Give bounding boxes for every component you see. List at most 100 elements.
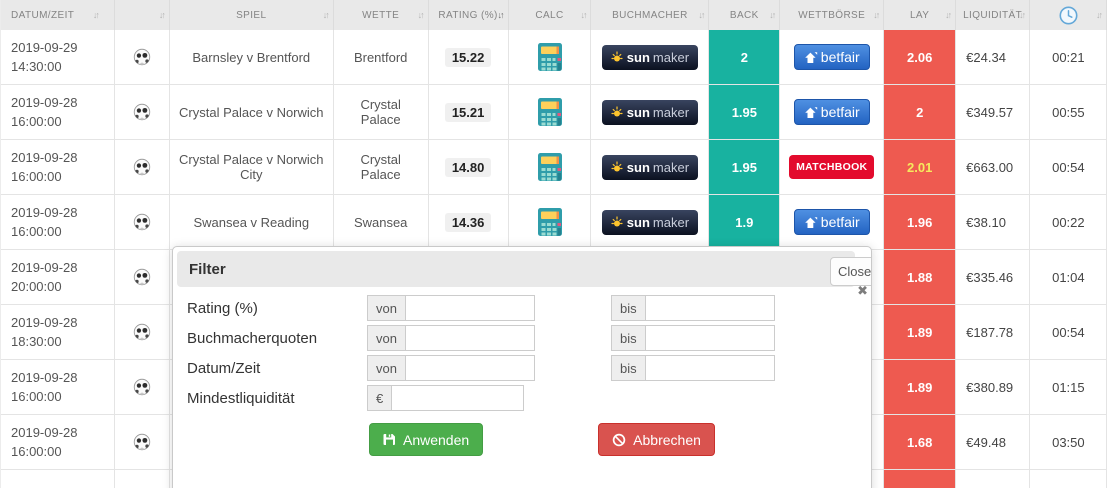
back-odds[interactable]: 1.9 bbox=[709, 195, 780, 249]
rating-von-group: von bbox=[367, 295, 535, 321]
sort-icon[interactable]: ↓↑ bbox=[497, 10, 505, 20]
lay-odds[interactable]: 1.96 bbox=[884, 195, 956, 249]
countdown-value: 00:54 bbox=[1052, 159, 1085, 175]
datetime-bis-input[interactable] bbox=[644, 355, 775, 381]
back-odds[interactable]: 1.95 bbox=[709, 85, 780, 139]
sort-icon[interactable]: ↓↑ bbox=[158, 10, 166, 20]
header-row: DATUM/ZEIT ↓↑ ↓↑ SPIEL ↓↑ WETTE ↓↑ RATIN… bbox=[1, 0, 1107, 30]
lay-odds[interactable]: 1.89 bbox=[884, 360, 956, 414]
event-date: 2019-09-28 bbox=[11, 204, 78, 220]
sort-icon[interactable]: ↓↑ bbox=[580, 10, 587, 20]
datetime-filter-label: Datum/Zeit bbox=[187, 359, 261, 377]
event-date: 2019-09-28 bbox=[11, 314, 78, 330]
cell-spiel: Swansea v Reading bbox=[170, 195, 334, 249]
sort-icon[interactable]: ↓↑ bbox=[769, 10, 776, 20]
back-odds[interactable]: 2 bbox=[709, 30, 780, 84]
lay-odds[interactable]: 1.89 bbox=[884, 305, 956, 359]
column-header[interactable]: LAY ↓↑ bbox=[884, 0, 957, 30]
back-odds[interactable]: 1.95 bbox=[709, 140, 780, 194]
calc-icon[interactable] bbox=[537, 207, 563, 237]
bookmaker-logo[interactable]: sun maker bbox=[601, 209, 699, 235]
filter-modal-header[interactable]: Filter bbox=[177, 251, 855, 287]
bookmaker-logo[interactable]: sun maker bbox=[601, 154, 699, 180]
odds-von-input[interactable] bbox=[404, 325, 535, 351]
sort-icon[interactable]: ↓↑ bbox=[92, 10, 100, 20]
column-header[interactable]: BACK ↓↑ bbox=[709, 0, 781, 30]
rating-bis-input[interactable] bbox=[644, 295, 775, 321]
column-label: CALC bbox=[535, 9, 564, 21]
sort-icon[interactable]: ↓↑ bbox=[322, 10, 330, 20]
bet-selection: Brentford bbox=[353, 49, 408, 65]
column-header[interactable]: SPIEL ↓↑ bbox=[170, 0, 334, 30]
exchange-logo[interactable]: betfair bbox=[793, 99, 870, 125]
close-button[interactable]: Close bbox=[830, 257, 871, 286]
lay-odds[interactable] bbox=[884, 470, 956, 488]
column-header[interactable]: ↓↑ bbox=[1030, 0, 1107, 30]
rating-value: 15.21 bbox=[444, 102, 492, 122]
bookmaker-logo[interactable]: sun maker bbox=[601, 99, 699, 125]
sort-icon[interactable]: ↓↑ bbox=[873, 10, 880, 20]
exchange-logo[interactable]: betfair bbox=[793, 209, 870, 235]
column-header[interactable]: LIQUIDITÄT ↓↑ bbox=[956, 0, 1031, 30]
football-icon bbox=[133, 213, 151, 231]
close-x-icon[interactable]: ✖ bbox=[857, 283, 868, 298]
sort-icon[interactable]: ↓↑ bbox=[1019, 10, 1026, 20]
lay-odds[interactable]: 1.68 bbox=[884, 415, 956, 469]
cancel-button[interactable]: Abbrechen bbox=[598, 423, 715, 456]
bookmaker-name-bold: sun bbox=[626, 104, 650, 120]
back-value: 1.95 bbox=[731, 104, 757, 120]
column-header[interactable]: ↓↑ bbox=[115, 0, 170, 30]
cell-datetime: 2019-09-28 20:00:00 bbox=[1, 250, 115, 304]
sort-icon[interactable]: ↓↑ bbox=[945, 10, 952, 20]
filter-row-liquidity: Mindestliquidität € bbox=[187, 385, 867, 411]
cell-exchange bbox=[780, 250, 885, 304]
column-header[interactable]: CALC ↓↑ bbox=[509, 0, 592, 30]
exchange-name: betfair bbox=[820, 49, 860, 65]
cell-wette: Crystal Palace bbox=[334, 140, 429, 194]
lay-odds[interactable]: 1.88 bbox=[884, 250, 956, 304]
calc-icon[interactable] bbox=[537, 152, 563, 182]
lay-odds[interactable]: 2.06 bbox=[884, 30, 956, 84]
cell-exchange bbox=[780, 360, 885, 414]
odds-bis-input[interactable] bbox=[644, 325, 775, 351]
modal-title: Filter bbox=[189, 260, 226, 278]
lay-odds[interactable]: 2 bbox=[884, 85, 956, 139]
betfair-arrow-icon bbox=[804, 106, 817, 118]
liquidity-input[interactable] bbox=[391, 385, 525, 411]
datetime-von-input[interactable] bbox=[404, 355, 535, 381]
column-header[interactable]: DATUM/ZEIT ↓↑ bbox=[1, 0, 115, 30]
liquidity-filter-label: Mindestliquidität bbox=[187, 389, 295, 407]
exchange-logo[interactable]: MATCHBOOK bbox=[789, 155, 875, 179]
cell-countdown: 00:55 bbox=[1030, 85, 1107, 139]
exchange-logo[interactable]: betfair bbox=[793, 44, 870, 70]
column-header[interactable]: RATING (%) ↓↑ bbox=[429, 0, 509, 30]
column-header[interactable]: WETTE ↓↑ bbox=[334, 0, 429, 30]
sort-icon[interactable]: ↓↑ bbox=[1096, 10, 1103, 20]
event-date: 2019-09-28 bbox=[11, 149, 78, 165]
column-header[interactable]: BUCHMACHER ↓↑ bbox=[591, 0, 710, 30]
column-label: WETTBÖRSE bbox=[798, 9, 866, 21]
liquidity-value: €335.46 bbox=[966, 269, 1014, 285]
event-time: 20:00:00 bbox=[11, 279, 62, 294]
apply-button[interactable]: Anwenden bbox=[369, 423, 484, 456]
cell-back: 1.9 bbox=[709, 195, 781, 249]
filter-row-rating: Rating (%) von bis bbox=[187, 295, 867, 321]
cell-lay: 2.06 bbox=[884, 30, 957, 84]
cell-countdown: 00:54 bbox=[1030, 140, 1107, 194]
bookmaker-logo[interactable]: sun maker bbox=[601, 44, 699, 70]
sort-icon[interactable]: ↓↑ bbox=[417, 10, 425, 20]
lay-odds[interactable]: 2.01 bbox=[884, 140, 956, 194]
cancel-label: Abbrechen bbox=[633, 431, 701, 448]
cell-sport bbox=[115, 415, 170, 469]
bookmaker-name-rest: maker bbox=[652, 104, 690, 120]
table-row: 2019-09-28 16:00:00 Swansea v Reading Sw… bbox=[1, 195, 1107, 250]
column-header[interactable]: WETTBÖRSE ↓↑ bbox=[780, 0, 885, 30]
event-date: 2019-09-28 bbox=[11, 424, 78, 440]
cell-back: 1.95 bbox=[709, 85, 781, 139]
bookmaker-name-rest: maker bbox=[652, 49, 690, 65]
calc-icon[interactable] bbox=[537, 97, 563, 127]
filter-form: Rating (%) von bis Buchmacherquoten von … bbox=[177, 287, 867, 456]
calc-icon[interactable] bbox=[537, 42, 563, 72]
sort-icon[interactable]: ↓↑ bbox=[698, 10, 705, 20]
rating-von-input[interactable] bbox=[404, 295, 535, 321]
